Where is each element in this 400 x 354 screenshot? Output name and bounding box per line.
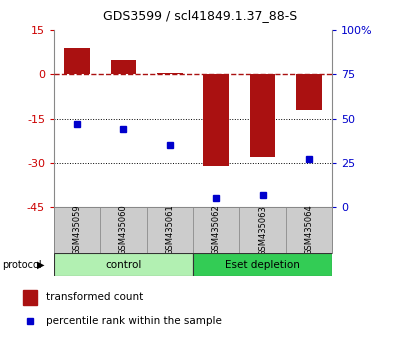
Bar (286, 207, 332, 253)
Bar (157, 73, 182, 74)
Bar (111, 59, 136, 74)
Text: GSM435062: GSM435062 (212, 205, 221, 256)
Bar (147, 207, 193, 253)
Bar (193, 253, 332, 276)
Bar (54, 207, 100, 253)
Text: Eset depletion: Eset depletion (225, 259, 300, 270)
Text: GSM435063: GSM435063 (258, 205, 267, 256)
Bar (64, 48, 90, 74)
Text: GDS3599 / scl41849.1.37_88-S: GDS3599 / scl41849.1.37_88-S (103, 9, 297, 22)
Text: transformed count: transformed count (46, 292, 144, 302)
Bar (250, 74, 275, 157)
Text: GSM435064: GSM435064 (304, 205, 313, 256)
Text: ▶: ▶ (37, 259, 44, 270)
Bar (100, 207, 147, 253)
Bar (239, 207, 286, 253)
Text: control: control (105, 259, 142, 270)
Text: GSM435061: GSM435061 (165, 205, 174, 256)
Bar (54, 253, 193, 276)
Bar (193, 207, 239, 253)
Bar (23, 290, 37, 305)
Text: GSM435060: GSM435060 (119, 205, 128, 256)
Text: GSM435059: GSM435059 (73, 205, 82, 256)
Bar (296, 74, 322, 110)
Bar (204, 74, 229, 166)
Text: protocol: protocol (2, 259, 42, 270)
Text: percentile rank within the sample: percentile rank within the sample (46, 316, 222, 326)
